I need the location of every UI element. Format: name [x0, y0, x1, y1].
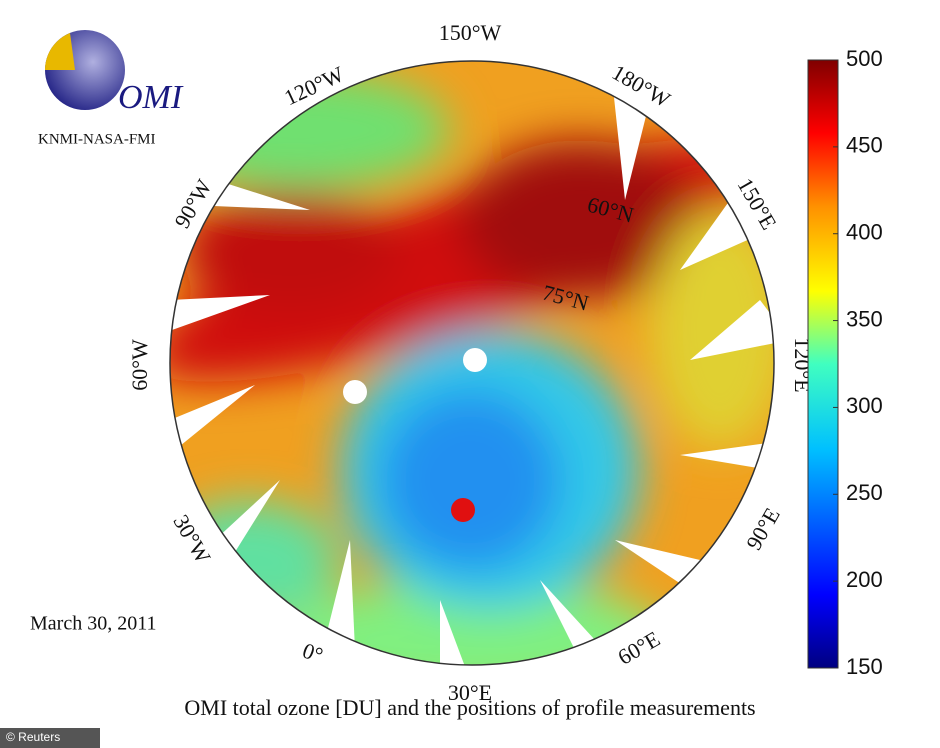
colorbar-tick-label: 500 — [846, 46, 883, 71]
colorbar-tick-label: 200 — [846, 567, 883, 592]
caption: OMI total ozone [DU] and the positions o… — [184, 695, 755, 720]
colorbar-tick-label: 300 — [846, 393, 883, 418]
ozone-map — [170, 61, 774, 665]
colorbar-tick-label: 250 — [846, 480, 883, 505]
date: March 30, 2011 — [30, 613, 156, 635]
lon-label: 60°W — [127, 339, 152, 391]
colorbar-tick-label: 400 — [846, 220, 883, 245]
site-marker — [451, 498, 475, 522]
site-marker — [463, 348, 487, 372]
lon-label: 30°E — [448, 680, 492, 705]
map-border — [169, 60, 775, 666]
credit: © Reuters — [6, 730, 60, 744]
lon-label: 90°E — [741, 503, 785, 554]
lon-label: 0° — [299, 638, 326, 668]
lon-label: 60°E — [613, 626, 664, 670]
logo: OMI KNMI-NASA-FMI — [38, 30, 184, 147]
lon-label: 30°W — [168, 510, 216, 567]
colorbar: 150 200 250 300 350 400 450 500 — [807, 46, 883, 679]
colorbar-tick-label: 450 — [846, 133, 883, 158]
credit-bg — [0, 728, 100, 748]
lon-label: 150°W — [439, 20, 502, 45]
colorbar-tick-label: 350 — [846, 306, 883, 331]
logo-name: OMI — [118, 79, 184, 116]
colorbar-tick-label: 150 — [846, 654, 883, 679]
site-marker — [343, 380, 367, 404]
data-gaps — [170, 61, 774, 665]
logo-rays — [45, 33, 75, 70]
logo-subtitle: KNMI-NASA-FMI — [38, 131, 156, 147]
colorbar-scale — [807, 59, 839, 669]
